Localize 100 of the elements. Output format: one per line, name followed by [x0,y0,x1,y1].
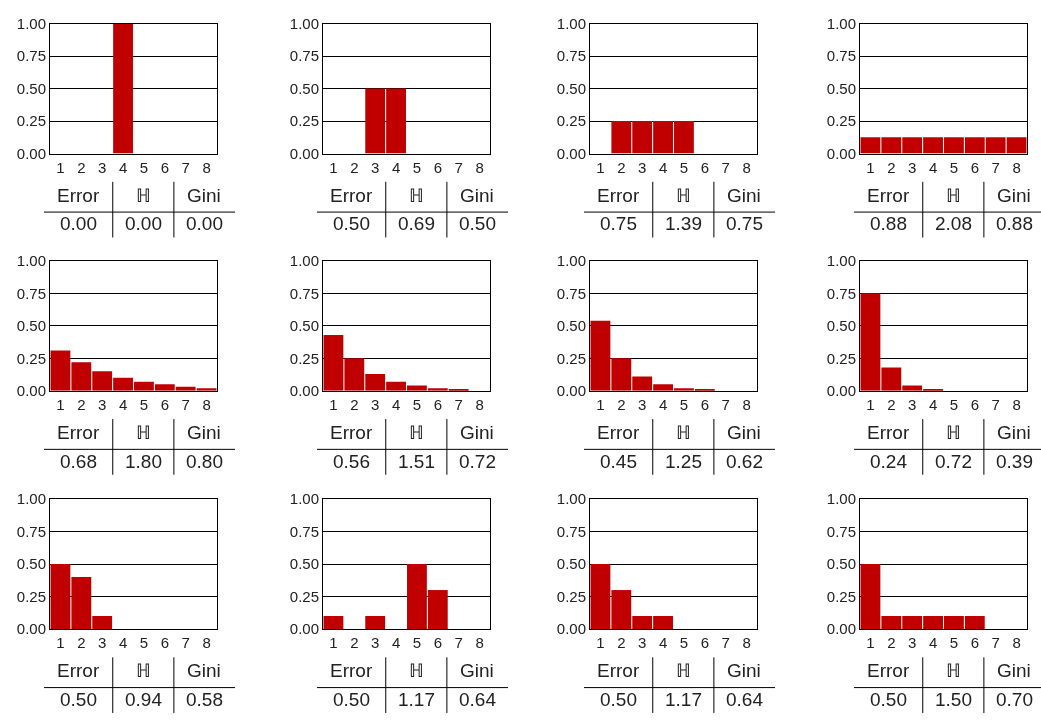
text: 0.72 [459,451,496,472]
y-tick-label: 0.25 [16,587,46,605]
y-tick-label: 0.00 [289,620,319,638]
x-tick-label: 6 [433,634,442,652]
text: 1.17 [398,689,435,710]
text: Error [330,422,373,443]
text: 0.88 [996,213,1033,234]
x-tick-label: 1 [56,158,65,176]
x-tick-label: 7 [721,158,730,176]
y-tick-label: 1.00 [826,252,856,270]
x-tick-label: 5 [412,395,422,413]
x-tick-label: 7 [454,634,463,652]
text: Error [867,660,910,681]
x-tick-label: 6 [433,158,442,176]
x-tick-label: 6 [160,158,169,176]
y-tick-label: 1.00 [16,252,46,270]
x-tick-label: 1 [866,158,875,176]
y-tick-label: 0.25 [16,349,46,367]
y-tick-label: 1.00 [826,14,856,32]
x-tick-label: 7 [721,634,730,652]
x-tick-label: 2 [350,634,359,652]
x-tick-label: 5 [139,395,149,413]
x-tick-label: 3 [638,158,647,176]
text: 0.72 [935,451,972,472]
text: Error [867,422,910,443]
x-tick-label: 5 [139,634,149,652]
x-tick-label: 1 [329,158,338,176]
text: 0.69 [398,213,435,234]
x-tick-label: 6 [700,634,709,652]
x-tick-label: 5 [949,634,959,652]
text: ℍ [676,422,691,443]
x-tick-label: 8 [202,634,211,652]
x-tick-label: 6 [433,395,442,413]
x-tick-label: 4 [391,158,401,176]
text: 0.50 [870,689,907,710]
text: Error [867,185,910,206]
x-tick-label: 7 [454,158,463,176]
text: ℍ [136,422,151,443]
y-tick-label: 1.00 [16,14,46,32]
x-tick-label: 6 [700,158,709,176]
x-tick-label: 8 [475,634,484,652]
x-tick-label: 4 [658,158,668,176]
text: 1.39 [665,213,702,234]
x-tick-label: 1 [596,634,605,652]
x-tick-label: 1 [329,395,338,413]
x-tick-label: 4 [391,395,401,413]
text: ℍ [136,185,151,206]
text: 0.62 [726,451,763,472]
text: 0.64 [459,689,497,710]
text: Gini [727,185,761,206]
x-tick-label: 8 [742,395,751,413]
x-tick-label: 6 [160,395,169,413]
text: 0.64 [726,689,764,710]
x-tick-label: 3 [908,158,917,176]
y-tick-label: 1.00 [289,252,319,270]
x-tick-label: 5 [949,395,959,413]
x-tick-label: 7 [991,634,1000,652]
x-tick-label: 6 [970,634,979,652]
y-tick-label: 0.50 [289,555,319,573]
x-tick-label: 1 [596,158,605,176]
text: 0.50 [333,213,370,234]
y-tick-label: 0.75 [16,284,46,302]
x-tick-label: 2 [77,158,86,176]
bar [323,616,344,630]
x-tick-label: 2 [350,395,359,413]
y-tick-label: 0.50 [556,79,586,97]
x-tick-label: 5 [949,158,959,176]
text: 0.68 [60,451,97,472]
y-tick-label: 1.00 [556,252,586,270]
y-tick-label: 0.25 [289,587,319,605]
y-tick-label: 1.00 [289,490,319,508]
text: 0.50 [60,689,97,710]
x-tick-label: 8 [742,634,751,652]
y-tick-label: 0.75 [289,522,319,540]
x-tick-label: 7 [181,395,190,413]
x-tick-label: 4 [658,634,668,652]
x-tick-label: 1 [596,395,605,413]
text: Error [330,185,373,206]
y-tick-label: 0.50 [556,317,586,335]
text: 0.00 [60,213,97,234]
text: 0.75 [600,213,637,234]
y-tick-label: 0.75 [826,522,856,540]
x-tick-label: 5 [412,634,422,652]
y-tick-label: 0.75 [556,47,586,65]
y-tick-label: 0.75 [289,47,319,65]
bar [365,616,386,630]
y-tick-label: 0.25 [556,112,586,130]
x-tick-label: 7 [991,158,1000,176]
x-tick-label: 3 [98,634,107,652]
text: Gini [727,422,761,443]
x-tick-label: 3 [98,395,107,413]
x-tick-label: 3 [638,634,647,652]
x-tick-label: 5 [679,634,689,652]
y-tick-label: 0.25 [826,587,856,605]
x-tick-label: 4 [118,634,128,652]
text: ℍ [946,660,961,681]
y-tick-label: 0.25 [289,349,319,367]
x-tick-label: 1 [56,634,65,652]
x-tick-label: 5 [412,158,422,176]
y-tick-label: 0.25 [556,587,586,605]
